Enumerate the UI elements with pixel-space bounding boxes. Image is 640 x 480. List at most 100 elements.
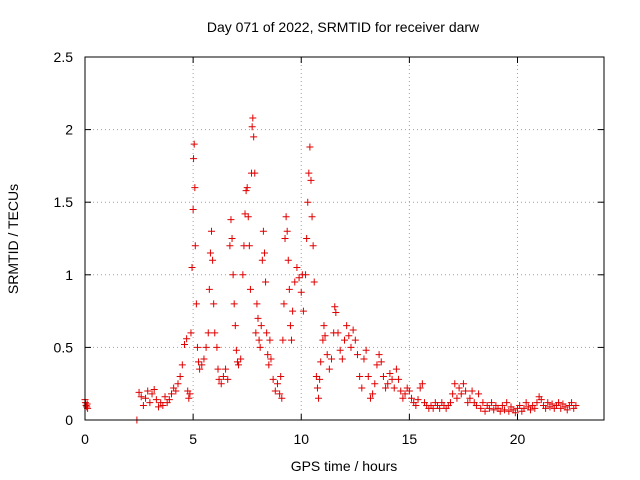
data-point (146, 399, 154, 407)
data-point (137, 393, 145, 401)
data-point (168, 390, 175, 398)
data-point (273, 380, 281, 388)
data-point (349, 326, 357, 334)
data-point (321, 332, 329, 340)
data-point (82, 401, 90, 409)
data-point (159, 401, 167, 409)
data-point (226, 242, 234, 250)
data-point (399, 394, 407, 402)
data-point (462, 387, 470, 395)
data-point (364, 372, 372, 380)
data-point (283, 227, 291, 235)
data-point (209, 256, 217, 264)
x-tick-label: 20 (510, 431, 526, 447)
data-point (219, 372, 227, 380)
data-point (150, 386, 158, 394)
data-point (265, 361, 273, 369)
data-point (319, 336, 327, 344)
data-point (338, 355, 346, 363)
data-point (312, 372, 320, 380)
data-point (308, 213, 316, 221)
data-point (316, 375, 324, 383)
data-point (386, 370, 394, 378)
data-point (198, 361, 206, 369)
data-point (485, 404, 493, 412)
data-point (303, 235, 311, 242)
data-point (498, 401, 506, 409)
data-point (264, 351, 272, 359)
data-point (472, 401, 480, 409)
data-point (144, 387, 152, 395)
y-axis-title: SRMTID / TECUs (5, 184, 21, 294)
data-point (323, 351, 331, 359)
data-point (345, 332, 353, 340)
data-point (180, 340, 188, 348)
data-point (548, 400, 556, 408)
data-point (369, 390, 377, 398)
data-point (390, 384, 398, 392)
data-point (544, 399, 552, 407)
data-point (453, 394, 461, 402)
data-point (228, 235, 236, 242)
data-point (503, 399, 511, 407)
data-point (288, 336, 296, 344)
data-point (511, 409, 519, 417)
data-point (466, 394, 474, 402)
data-point (210, 300, 218, 308)
data-point (366, 394, 374, 402)
data-point (267, 355, 275, 363)
data-point (215, 375, 223, 383)
data-point (334, 329, 342, 337)
plot-frame (84, 56, 605, 421)
data-point (266, 336, 274, 344)
data-point (190, 140, 198, 148)
data-point (379, 372, 387, 380)
data-point (237, 355, 245, 363)
data-point (205, 285, 213, 293)
data-point (496, 407, 504, 415)
data-point (233, 358, 241, 366)
data-point (217, 380, 225, 388)
data-point (183, 335, 191, 343)
y-tick-label: 1.5 (54, 194, 74, 210)
data-point (282, 213, 290, 221)
grid-lines (85, 57, 604, 420)
data-point (176, 372, 184, 380)
data-point (310, 278, 318, 286)
data-point (520, 404, 528, 412)
data-point (251, 169, 259, 177)
data-point (373, 361, 381, 369)
data-point (356, 372, 364, 380)
data-point (229, 271, 237, 279)
y-tick-label: 2 (65, 122, 73, 138)
data-point (295, 274, 303, 282)
data-point (302, 271, 310, 279)
data-point (375, 351, 383, 359)
data-point (185, 394, 193, 402)
data-point (557, 404, 565, 412)
data-point (533, 399, 541, 407)
data-point (148, 390, 156, 398)
data-points (81, 114, 580, 424)
data-point (255, 336, 263, 344)
data-point (200, 355, 208, 363)
data-point (405, 387, 413, 395)
data-point (505, 407, 513, 415)
data-point (245, 242, 253, 250)
data-point (531, 404, 539, 412)
data-point (501, 406, 509, 414)
data-point (277, 372, 285, 380)
data-point (231, 322, 239, 330)
data-point (315, 394, 323, 402)
data-point (436, 404, 444, 412)
data-point (459, 380, 467, 388)
data-point (455, 384, 463, 392)
data-point (488, 399, 496, 407)
data-point (563, 406, 571, 414)
data-point (250, 133, 258, 141)
data-point (284, 256, 292, 264)
x-tick-label: 15 (402, 431, 418, 447)
data-point (477, 404, 485, 412)
data-point (248, 123, 256, 131)
